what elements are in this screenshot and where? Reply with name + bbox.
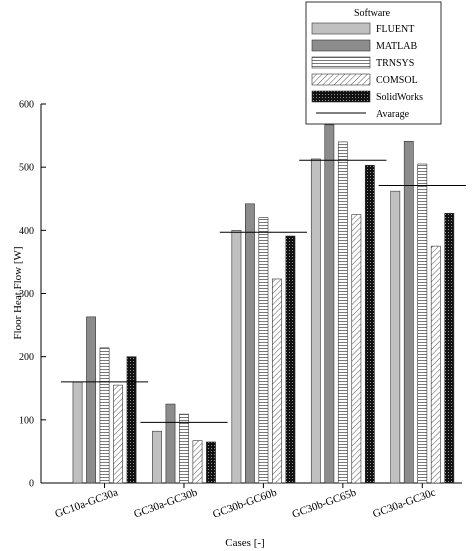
bar	[206, 441, 216, 484]
y-tick-label: 600	[19, 100, 34, 111]
bar	[337, 141, 348, 484]
bar	[231, 230, 242, 484]
x-category-label: GC30b-GC60b	[211, 486, 279, 520]
bar	[72, 381, 83, 484]
legend-label: MATLAB	[376, 41, 417, 52]
bar	[179, 413, 189, 484]
legend-swatch	[311, 22, 371, 35]
bar	[364, 164, 375, 484]
bar	[324, 124, 335, 484]
bar	[351, 214, 362, 484]
bar	[192, 440, 203, 484]
x-category-label: GC30b-GC65b	[291, 486, 359, 520]
bar	[403, 140, 414, 484]
x-axis-title: Cases [-]	[225, 537, 264, 549]
legend-title: Software	[354, 8, 391, 19]
legend-swatch	[311, 56, 371, 69]
legend-label: FLUENT	[376, 24, 414, 35]
y-tick-label: 100	[19, 415, 34, 426]
bar	[152, 430, 162, 484]
legend-label: TRNSYS	[376, 58, 414, 69]
bar	[86, 316, 96, 484]
y-tick-label: 400	[19, 226, 34, 237]
x-category-label: GC30a-GC30b	[132, 486, 199, 520]
legend-label: SolidWorks	[376, 92, 423, 103]
legend-label: COMSOL	[376, 75, 418, 86]
bar	[258, 217, 269, 484]
y-tick-label: 200	[19, 352, 34, 363]
bar	[245, 203, 255, 484]
bar	[310, 158, 321, 484]
bar	[285, 235, 296, 484]
bar	[272, 278, 282, 484]
y-tick-label: 300	[19, 289, 34, 300]
legend-label: Avarage	[376, 109, 410, 120]
x-category-label: GC10a-GC30a	[53, 487, 119, 521]
x-category-label: GC30a-GC30c	[371, 487, 437, 521]
legend-swatch	[311, 73, 371, 86]
y-tick-label: 0	[29, 479, 34, 490]
legend: Software FLUENT MATLAB TRNSYS COMSOL SolidWo…	[305, 1, 442, 125]
bar	[165, 403, 176, 484]
bar	[113, 384, 123, 484]
plot-area: 0 100 200 300 400 500 600 GC10a-GC30a GC30a-GC30…	[19, 100, 466, 521]
bar	[444, 212, 455, 484]
y-tick-label: 500	[19, 163, 34, 174]
bar	[126, 356, 137, 484]
bar	[430, 245, 441, 484]
legend-swatch	[311, 39, 371, 52]
bar	[417, 163, 428, 484]
y-axis-title: Floor Heat Flow [W]	[12, 246, 24, 339]
bar	[390, 190, 401, 484]
bar	[99, 347, 110, 484]
legend-swatch	[311, 90, 371, 103]
